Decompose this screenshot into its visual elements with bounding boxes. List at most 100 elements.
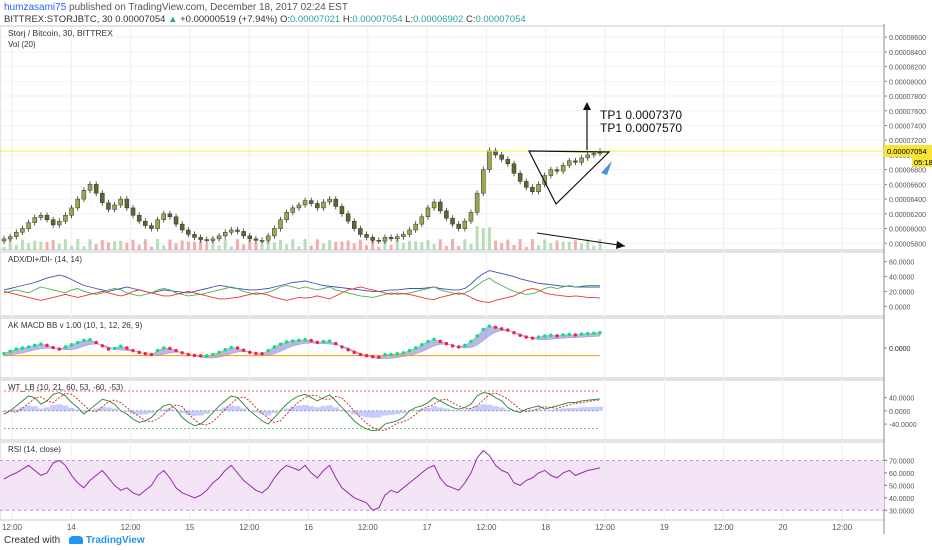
tradingview-brand[interactable]: TradingView bbox=[85, 535, 145, 546]
candle bbox=[265, 235, 271, 241]
macd-dot bbox=[100, 344, 105, 348]
macd-dot bbox=[377, 355, 381, 359]
macd-dot bbox=[192, 353, 197, 358]
volume-bar bbox=[358, 239, 362, 250]
candle bbox=[69, 207, 74, 216]
macd-dot bbox=[481, 327, 485, 332]
wt-histogram-bar bbox=[461, 409, 468, 411]
candle bbox=[124, 198, 130, 209]
chart-area[interactable]: 12:00 14 12:00 15 12:00 16 12:00 17 12:00 18 12:00… bbox=[0, 24, 932, 534]
last-price-tag bbox=[884, 144, 932, 157]
candle bbox=[487, 150, 492, 170]
indicator-tick-label: 50.0000 bbox=[889, 483, 914, 490]
wt-histogram-bar bbox=[547, 409, 554, 411]
volume-bar bbox=[156, 239, 160, 250]
candle bbox=[407, 229, 412, 235]
volume-bar bbox=[457, 245, 461, 250]
candle bbox=[468, 212, 474, 222]
macd-dot bbox=[131, 348, 135, 353]
candle bbox=[81, 190, 87, 200]
volume-trend-line bbox=[536, 232, 626, 247]
macd-dot bbox=[493, 325, 498, 329]
candle bbox=[517, 173, 523, 182]
volume-bar bbox=[39, 241, 43, 250]
volume-bar bbox=[266, 241, 270, 250]
publish-line: humzasami75 published on TradingView.com… bbox=[4, 2, 348, 13]
time-tick-label: 19 bbox=[660, 523, 669, 532]
volume-bar bbox=[297, 246, 301, 250]
volume-bar bbox=[573, 240, 577, 250]
macd-dot bbox=[26, 345, 31, 349]
candle bbox=[536, 184, 541, 192]
volume-bar bbox=[371, 239, 375, 250]
macd-dot bbox=[450, 344, 455, 348]
wt-histogram-bar bbox=[498, 407, 505, 411]
wt-histogram-bar bbox=[431, 406, 438, 411]
candle bbox=[173, 216, 179, 225]
macd-dot bbox=[88, 338, 92, 342]
candle bbox=[419, 216, 425, 225]
macd-dot bbox=[82, 338, 86, 343]
indicator-title: AK MACD BB v 1.00 (10, 1, 12, 26, 9) bbox=[8, 321, 143, 330]
candle bbox=[38, 215, 44, 218]
macd-dot bbox=[512, 331, 516, 335]
wt-histogram-bar bbox=[197, 410, 204, 416]
candle bbox=[591, 153, 597, 156]
volume-label: Vol (20) bbox=[8, 40, 36, 49]
volume-bar bbox=[168, 239, 172, 250]
candle bbox=[530, 187, 535, 192]
macd-dot bbox=[186, 352, 191, 357]
wt-histogram-bar bbox=[357, 410, 364, 417]
volume-bar bbox=[2, 247, 6, 250]
close-label: C: bbox=[465, 14, 476, 25]
macd-dot bbox=[352, 350, 356, 355]
candle bbox=[44, 215, 50, 220]
wt-histogram-bar bbox=[560, 408, 567, 411]
macd-dot bbox=[334, 341, 338, 346]
macd-dot bbox=[561, 333, 565, 337]
wt-histogram-bar bbox=[234, 406, 241, 411]
volume-bar bbox=[512, 244, 516, 250]
candle bbox=[579, 157, 584, 163]
candle bbox=[505, 159, 511, 165]
candle bbox=[50, 219, 56, 226]
macd-dot bbox=[444, 341, 449, 346]
price-tick-label: 0.00006000 bbox=[889, 227, 926, 234]
indicator-tick-label: 40.0000 bbox=[889, 396, 914, 403]
volume-bar bbox=[567, 241, 571, 250]
volume-bar bbox=[592, 245, 596, 250]
volume-bar bbox=[475, 226, 479, 250]
macd-dot bbox=[284, 340, 289, 344]
last-price: 0.00007054 bbox=[115, 14, 166, 25]
wt-histogram-bar bbox=[523, 410, 530, 411]
volume-bar bbox=[395, 239, 399, 250]
candle bbox=[278, 219, 283, 229]
volume-bar bbox=[180, 240, 184, 250]
price-tick-label: 0.00008000 bbox=[889, 79, 926, 86]
wt-histogram-bar bbox=[338, 409, 345, 411]
wt-histogram-bar bbox=[25, 405, 32, 411]
wt-histogram-bar bbox=[99, 406, 106, 411]
wt-histogram-bar bbox=[351, 410, 358, 415]
macd-dot bbox=[346, 348, 350, 352]
wt-histogram-bar bbox=[136, 410, 143, 415]
macd-dot bbox=[395, 351, 399, 356]
candle bbox=[106, 202, 111, 210]
volume-bar bbox=[27, 243, 31, 250]
candle bbox=[247, 235, 253, 240]
volume-bar bbox=[223, 239, 227, 250]
wt-histogram-bar bbox=[326, 405, 333, 411]
volume-bar bbox=[20, 239, 24, 250]
macd-dot bbox=[475, 334, 479, 338]
wt-histogram-bar bbox=[166, 408, 173, 411]
macd-dot bbox=[358, 352, 363, 357]
volume-bar bbox=[119, 240, 123, 250]
wt-histogram-bar bbox=[142, 410, 149, 415]
price-tick-label: 0.00006800 bbox=[889, 168, 926, 175]
wt-histogram-bar bbox=[271, 410, 278, 414]
indicator-tick-label: -40.0000 bbox=[889, 422, 917, 429]
volume-bar bbox=[278, 239, 282, 250]
macd-dot bbox=[549, 333, 553, 338]
author-link[interactable]: humzasami75 bbox=[4, 2, 67, 13]
volume-bar bbox=[481, 228, 485, 250]
